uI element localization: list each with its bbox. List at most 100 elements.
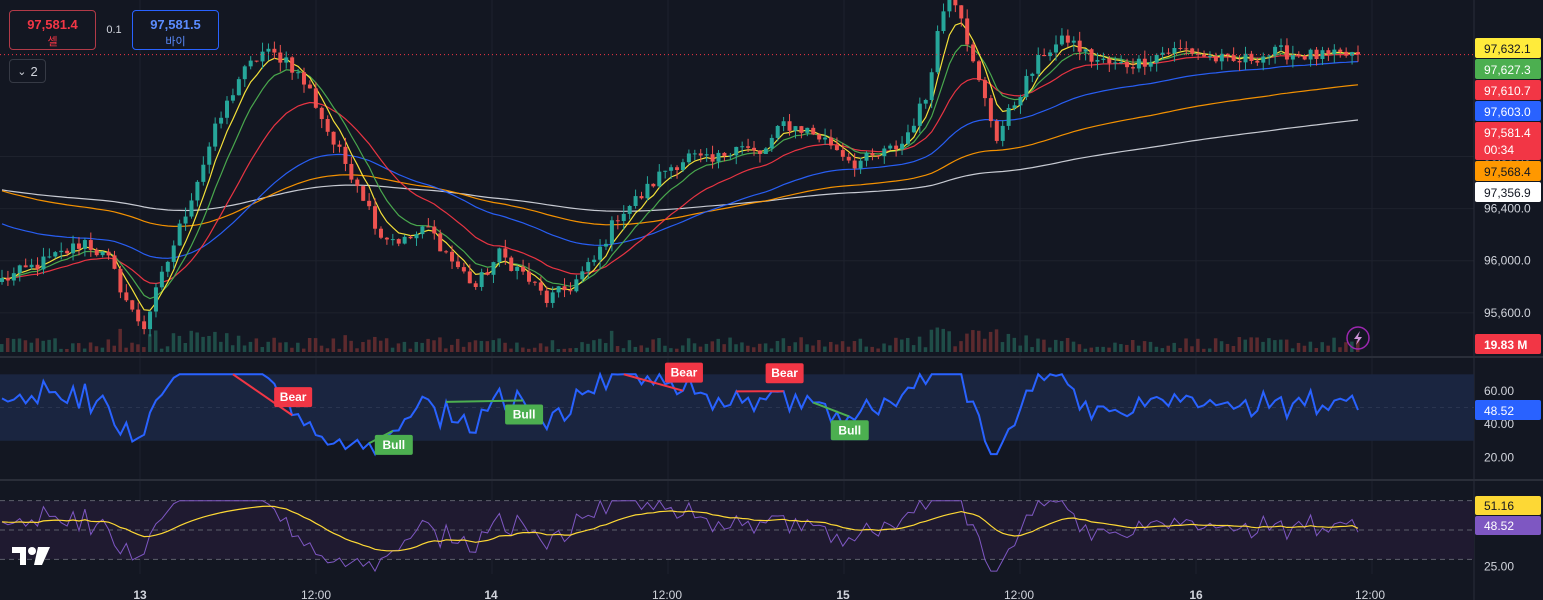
candle-body: [1267, 55, 1272, 57]
volume-bar: [781, 338, 786, 352]
candle: [911, 118, 916, 134]
volume-bar: [657, 338, 661, 352]
rsi-value-text: 48.52: [1484, 404, 1514, 418]
candle-body: [882, 148, 887, 157]
time-tick-label: 14: [484, 588, 498, 600]
candle-body: [775, 126, 780, 138]
candle: [503, 239, 508, 265]
candle-body: [1225, 53, 1230, 56]
candle: [521, 259, 526, 275]
candle: [1024, 69, 1029, 101]
candle-body: [1077, 40, 1082, 52]
volume-bar: [1326, 345, 1330, 352]
candle: [266, 43, 271, 61]
candle-body: [76, 243, 81, 249]
candle-body: [438, 233, 443, 252]
volume-bar: [100, 347, 105, 352]
volume-bar: [1207, 348, 1212, 352]
candle-body: [740, 146, 745, 148]
candle-body: [88, 240, 93, 250]
volume-bar: [426, 338, 430, 352]
candle: [59, 242, 64, 260]
candle: [1160, 46, 1165, 60]
candle: [88, 232, 93, 257]
candle: [1148, 55, 1153, 72]
candle-body: [787, 121, 792, 131]
candle: [159, 266, 164, 291]
candle: [278, 44, 283, 72]
candle-body: [509, 257, 514, 271]
candle-body: [65, 250, 70, 254]
volume-bar: [900, 339, 904, 352]
volume-bar: [165, 346, 170, 352]
candle-body: [1071, 40, 1076, 43]
volume-bar: [734, 344, 738, 352]
candle: [455, 255, 460, 270]
volume-bar: [509, 348, 513, 352]
candle: [130, 299, 135, 312]
indicators-collapse-button[interactable]: ⌄ 2: [9, 59, 46, 83]
divergence-line: [812, 401, 850, 418]
volume-bar: [1119, 344, 1123, 352]
candle: [1178, 39, 1183, 51]
volume-bar: [953, 346, 957, 352]
volume-bar: [1338, 347, 1342, 352]
candle-body: [485, 272, 490, 275]
candle-body: [900, 143, 905, 150]
volume-bar: [355, 348, 359, 352]
candle-body: [515, 266, 520, 271]
volume-bar: [106, 339, 111, 352]
candle: [325, 115, 330, 136]
chevron-down-icon: ⌄: [17, 65, 27, 78]
price-label-text: 97,356.9: [1484, 186, 1531, 200]
volume-bar: [142, 347, 146, 352]
candle-body: [201, 164, 206, 182]
candle: [846, 152, 851, 164]
candle-body: [1024, 75, 1029, 98]
volume-bar: [1000, 342, 1005, 352]
candle: [313, 82, 318, 109]
divergence-line: [446, 399, 524, 403]
volume-bar: [1024, 335, 1028, 352]
candle: [1036, 47, 1041, 79]
volume-bar: [396, 343, 401, 352]
candle: [319, 106, 324, 129]
candle: [1332, 44, 1337, 63]
candle-body: [1059, 35, 1064, 45]
volume-bar: [704, 343, 709, 352]
candle-body: [1107, 58, 1112, 64]
candle-body: [213, 123, 218, 147]
candle: [692, 149, 697, 161]
candle: [1237, 55, 1242, 71]
price-label: 97,627.3: [1475, 58, 1541, 79]
candle: [852, 153, 857, 177]
volume-bar: [1042, 339, 1046, 352]
candle: [704, 148, 709, 162]
candle-body: [1172, 47, 1177, 54]
candle-body: [1249, 53, 1254, 61]
candle: [858, 157, 863, 174]
tradingview-logo: [12, 547, 50, 565]
candle: [752, 141, 757, 156]
volume-bar: [521, 347, 525, 352]
volume-bar: [65, 348, 69, 352]
candle: [467, 264, 472, 284]
candle-body: [1125, 61, 1130, 68]
candle: [124, 284, 129, 302]
candle-body: [645, 183, 650, 199]
time-tick-label: 15: [836, 588, 850, 600]
candle-body: [165, 261, 170, 272]
candle-body: [1101, 58, 1106, 60]
candle-body: [852, 160, 857, 169]
volume-bar: [947, 331, 951, 352]
candle-body: [556, 286, 561, 293]
candle: [953, 0, 958, 13]
volume-bar: [1178, 348, 1182, 352]
candle-body: [35, 264, 40, 270]
sell-button[interactable]: 97,581.4 셀: [9, 10, 96, 50]
buy-button[interactable]: 97,581.5 바이: [132, 10, 219, 50]
candle-body: [935, 31, 940, 73]
candle-body: [473, 283, 478, 287]
volume-bar: [894, 337, 898, 352]
